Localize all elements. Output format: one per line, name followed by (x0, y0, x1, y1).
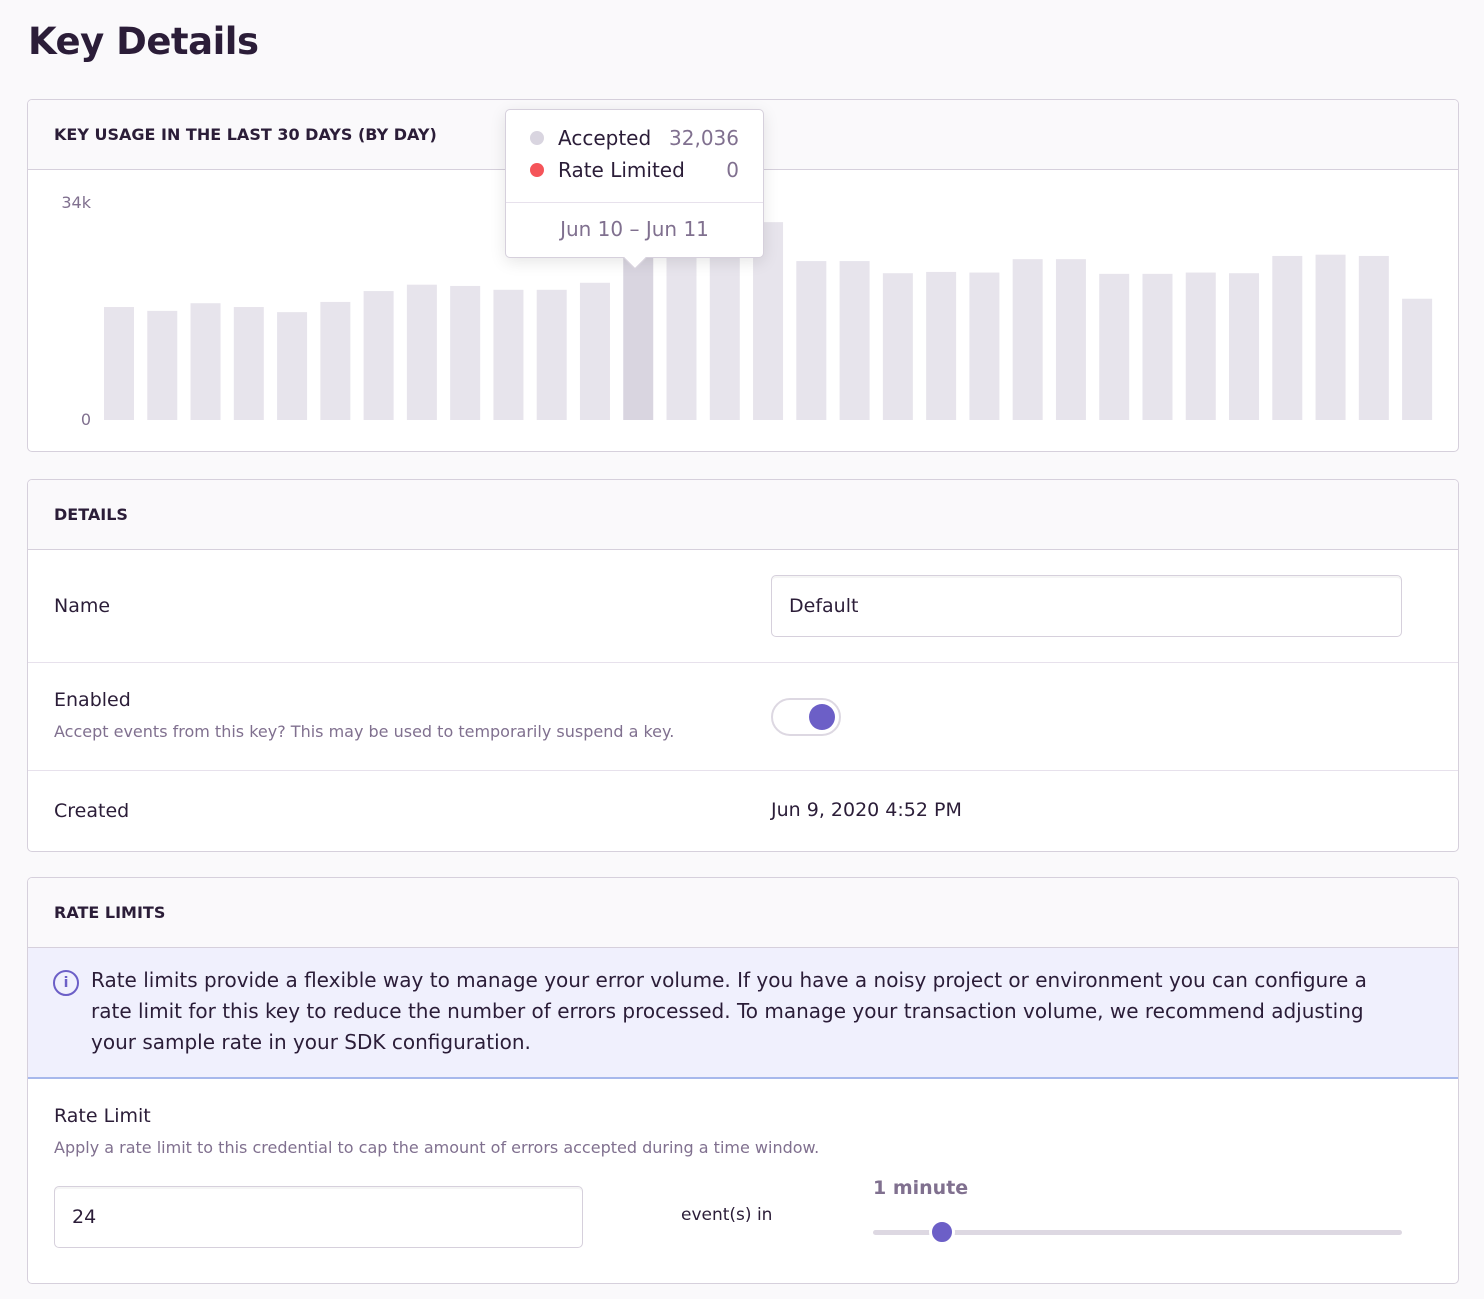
tooltip-rate-limited-label: Rate Limited (558, 158, 685, 182)
details-panel: DETAILS Name Default Enabled Accept even… (27, 479, 1459, 852)
bar-accepted[interactable] (1358, 255, 1389, 420)
bar-accepted[interactable] (536, 289, 567, 420)
bar-accepted[interactable] (1055, 259, 1086, 420)
y-tick-label: 34k (61, 193, 91, 212)
chart-tooltip: Accepted 32,036 Rate Limited 0 Jun 10 – … (505, 109, 764, 270)
rate-limit-count-input[interactable]: 24 (54, 1186, 583, 1248)
rate-limit-row: Rate Limit Apply a rate limit to this cr… (28, 1079, 1458, 1283)
rate-limit-help: Apply a rate limit to this credential to… (54, 1138, 820, 1157)
usage-chart: 34k 0 (61, 193, 1433, 429)
bar-accepted[interactable] (493, 289, 524, 420)
bar-accepted[interactable] (363, 291, 394, 420)
tooltip-accepted-label: Accepted (558, 126, 652, 150)
created-value: Jun 9, 2020 4:52 PM (771, 799, 962, 821)
bar-accepted[interactable] (1142, 273, 1173, 420)
events-in-label: event(s) in (681, 1205, 773, 1225)
enabled-row: Enabled Accept events from this key? Thi… (28, 663, 1458, 771)
tooltip-rate-limited-value: 0 (726, 158, 739, 182)
accepted-dot-icon (530, 131, 544, 145)
bar-accepted[interactable] (1315, 254, 1346, 420)
enabled-toggle[interactable] (771, 698, 841, 736)
window-slider[interactable] (873, 1219, 1402, 1245)
enabled-help: Accept events from this key? This may be… (54, 722, 675, 741)
rate-limits-panel: RATE LIMITS i Rate limits provide a flex… (27, 877, 1459, 1284)
bar-accepted[interactable] (579, 282, 610, 420)
name-label: Name (54, 595, 111, 617)
bar-accepted[interactable] (406, 284, 437, 420)
bar-accepted[interactable] (233, 307, 264, 420)
bar-accepted[interactable] (1099, 273, 1130, 420)
window-value-label: 1 minute (873, 1177, 969, 1199)
bar-accepted[interactable] (277, 312, 308, 420)
created-label: Created (54, 800, 130, 822)
bar-accepted[interactable] (926, 271, 957, 420)
bar-accepted[interactable] (104, 307, 134, 420)
bar-accepted[interactable] (1185, 272, 1216, 420)
details-header: DETAILS (28, 480, 1458, 550)
bar-accepted[interactable] (882, 273, 913, 420)
bar-accepted[interactable] (1229, 273, 1260, 420)
name-row: Name Default (28, 550, 1458, 663)
page-title: Key Details (28, 20, 259, 63)
rate-limit-label: Rate Limit (54, 1105, 151, 1127)
alert-text: Rate limits provide a flexible way to ma… (91, 968, 1367, 1054)
y-tick-label: 0 (81, 410, 91, 429)
tooltip-date-range: Jun 10 – Jun 11 (506, 202, 763, 241)
name-input[interactable]: Default (771, 575, 1402, 637)
bar-accepted[interactable] (1272, 255, 1303, 420)
rate-limits-alert: i Rate limits provide a flexible way to … (28, 948, 1458, 1079)
rate-limited-dot-icon (530, 163, 544, 177)
bar-accepted[interactable] (147, 310, 178, 420)
bar-accepted[interactable] (320, 301, 351, 420)
bar-accepted[interactable] (190, 303, 221, 420)
window-slider-thumb[interactable] (928, 1219, 955, 1245)
tooltip-accepted-value: 32,036 (669, 126, 739, 150)
bar-accepted[interactable] (1402, 298, 1433, 420)
bar-accepted[interactable] (839, 261, 870, 420)
toggle-knob (809, 704, 835, 730)
enabled-label: Enabled (54, 689, 131, 711)
bar-accepted[interactable] (969, 272, 1000, 420)
bar-accepted[interactable] (1012, 259, 1043, 420)
bar-accepted[interactable] (450, 285, 481, 420)
rate-limits-header: RATE LIMITS (28, 878, 1458, 948)
bar-accepted[interactable] (796, 261, 827, 420)
info-icon: i (53, 970, 79, 996)
created-row: Created Jun 9, 2020 4:52 PM (28, 771, 1458, 851)
